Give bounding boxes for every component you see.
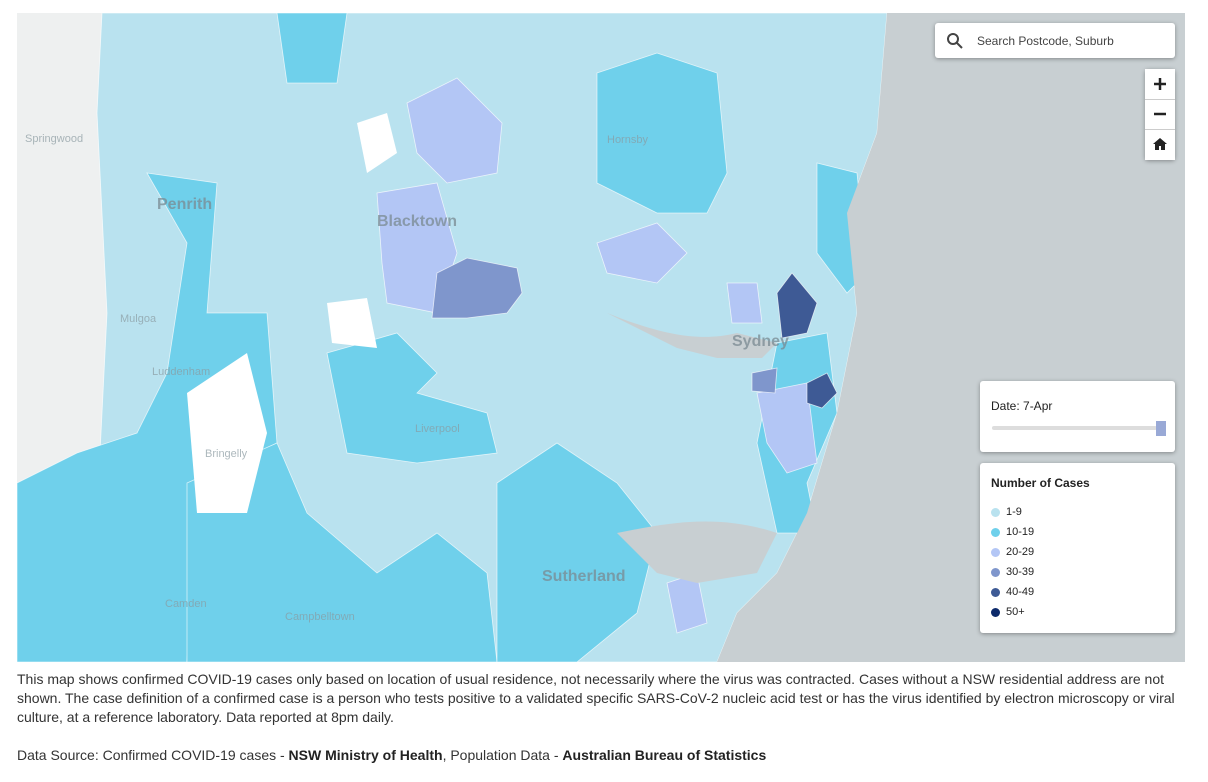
legend: Number of Cases 1-9 10-19 20-29 30-39 40-49 5… (980, 463, 1175, 633)
legend-title: Number of Cases (991, 476, 1090, 490)
map-label: Springwood (25, 133, 83, 145)
map-label: Blacktown (377, 213, 457, 230)
region (596, 222, 688, 284)
region (726, 282, 763, 324)
zoom-icons (1145, 69, 1175, 160)
legend-label: 50+ (1006, 606, 1025, 618)
source-org: NSW Ministry of Health (288, 747, 443, 763)
legend-item: 50+ (991, 606, 1025, 618)
map-label: Camden (165, 598, 207, 610)
caption: This map shows confirmed COVID-19 cases … (17, 671, 1175, 725)
map-label: Hornsby (607, 134, 648, 146)
map-label: Campbelltown (285, 611, 355, 623)
no-data-area (327, 298, 377, 348)
no-data-area (357, 113, 397, 173)
zoom-controls (1145, 69, 1175, 160)
legend-swatch (991, 507, 1000, 517)
harbour (607, 313, 777, 358)
slider-handle[interactable] (1156, 421, 1166, 436)
region (806, 372, 838, 409)
map-label: Mulgoa (120, 313, 157, 325)
legend-item: 20-29 (991, 546, 1034, 558)
map-label: Bringelly (205, 448, 248, 460)
region (406, 77, 503, 184)
date-label: Date: 7-Apr (991, 399, 1053, 413)
region (326, 332, 498, 464)
region (431, 257, 523, 319)
source-text: Data Source: Confirmed COVID-19 cases - (17, 747, 289, 763)
map-label: Sutherland (542, 568, 626, 585)
region (496, 442, 658, 662)
region (186, 442, 498, 662)
map-label: Liverpool (415, 423, 460, 435)
legend-label: 1-9 (1006, 506, 1022, 518)
map-label: Penrith (157, 196, 212, 213)
region (751, 367, 778, 394)
search-placeholder: Search Postcode, Suburb (977, 34, 1114, 48)
region (596, 52, 728, 214)
map-label: Sydney (732, 333, 789, 350)
source-org: Australian Bureau of Statistics (562, 747, 767, 763)
legend-swatch (991, 567, 1000, 577)
legend-swatch (991, 527, 1000, 537)
legend-swatch (991, 547, 1000, 557)
source: Data Source: Confirmed COVID-19 cases - … (17, 747, 766, 763)
legend-label: 30-39 (1006, 566, 1035, 578)
botany-bay (617, 521, 777, 583)
map-label: Luddenham (152, 366, 210, 378)
source-text: , Population Data - (442, 747, 563, 763)
legend-swatch (991, 587, 1000, 597)
date-slider[interactable] (992, 426, 1157, 430)
legend-item: 40-49 (991, 586, 1034, 598)
legend-item: 10-19 (991, 526, 1034, 538)
legend-label: 20-29 (1006, 546, 1035, 558)
search-box[interactable]: Search Postcode, Suburb (935, 23, 1175, 58)
legend-swatch (991, 607, 1000, 617)
date-panel: Date: 7-Apr (980, 381, 1175, 452)
legend-item: 30-39 (991, 566, 1034, 578)
legend-item: 1-9 (991, 506, 1022, 518)
map[interactable]: Penrith Blacktown Sydney Sutherland Spri… (17, 13, 1185, 662)
region (776, 272, 818, 339)
region (276, 13, 348, 84)
search-icon (947, 33, 963, 49)
legend-label: 40-49 (1006, 586, 1035, 598)
region (756, 382, 818, 474)
no-data-area (187, 353, 267, 513)
legend-label: 10-19 (1006, 526, 1035, 538)
